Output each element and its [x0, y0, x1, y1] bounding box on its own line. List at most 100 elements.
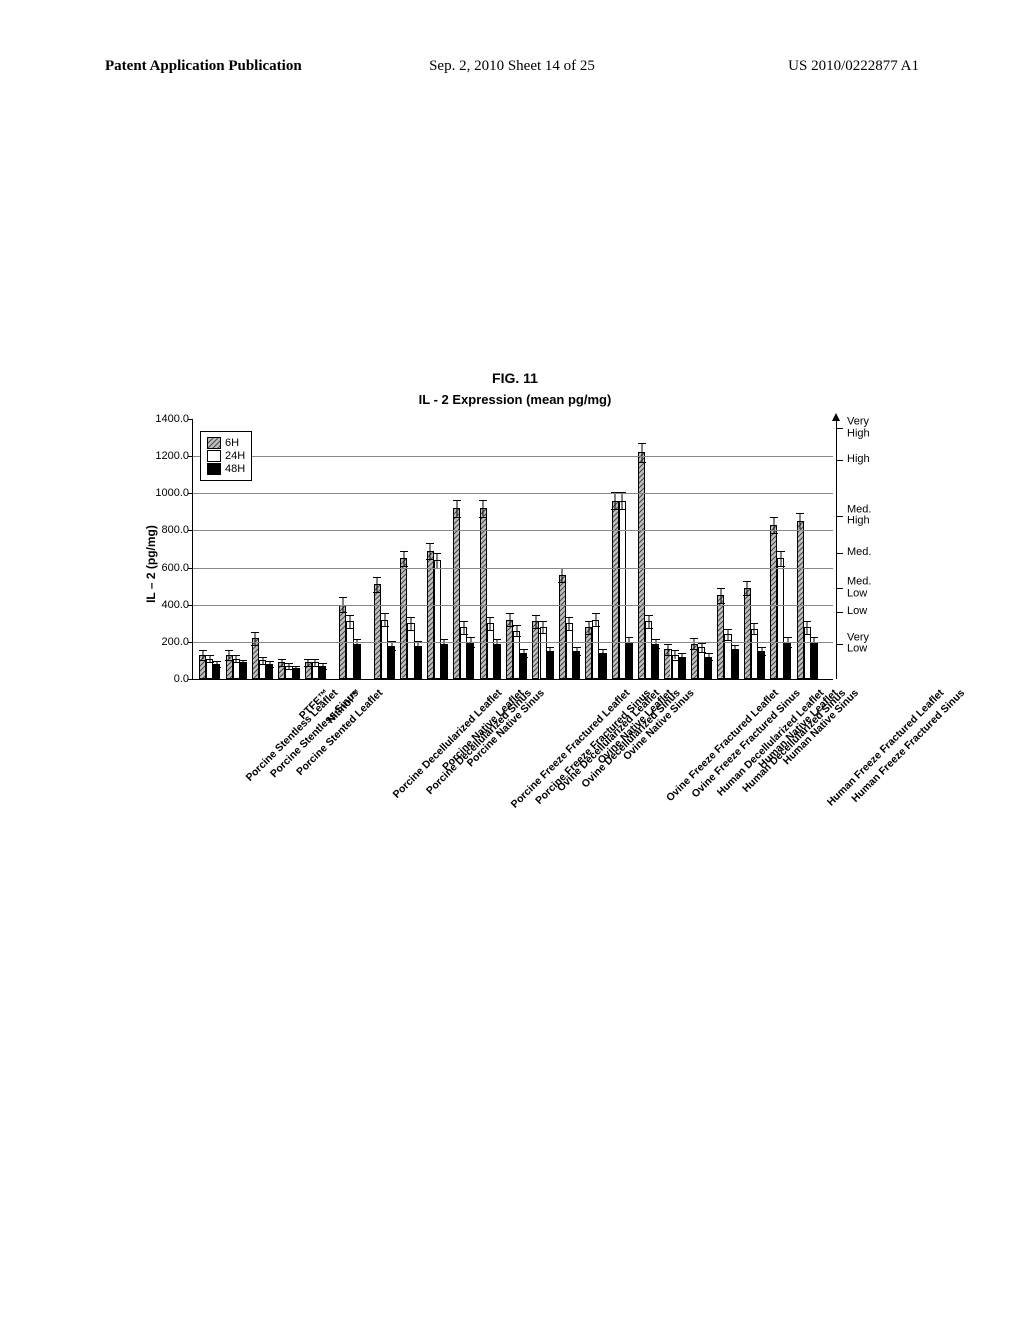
error-bar [315, 659, 316, 666]
error-cap [400, 566, 408, 567]
error-cap [467, 637, 475, 638]
error-cap [599, 657, 607, 658]
error-bar [720, 588, 721, 603]
right-scale-tick [837, 428, 843, 429]
error-cap [225, 650, 233, 651]
y-tick-label: 200.0 [145, 636, 189, 648]
error-cap [513, 636, 521, 637]
error-cap [460, 634, 468, 635]
error-bar [209, 655, 210, 662]
bar [540, 627, 547, 679]
error-bar [377, 577, 378, 592]
error-cap [717, 588, 725, 589]
gridline [193, 456, 833, 457]
y-tick-label: 600.0 [145, 562, 189, 574]
error-bar [229, 650, 230, 659]
right-scale-tick [837, 516, 843, 517]
figure-number: FIG. 11 [120, 370, 910, 386]
error-cap [638, 443, 646, 444]
header-mid: Sep. 2, 2010 Sheet 14 of 25 [429, 58, 595, 75]
right-scale-label: Low [847, 606, 867, 618]
bars-layer [193, 419, 833, 679]
error-cap [652, 648, 660, 649]
right-scale-tick [837, 553, 843, 554]
error-bar [694, 638, 695, 649]
error-cap [259, 657, 267, 658]
error-bar [410, 617, 411, 630]
error-cap [573, 655, 581, 656]
error-bar [456, 500, 457, 517]
bar [645, 621, 652, 679]
error-cap [690, 638, 698, 639]
legend-item: 48H [207, 463, 245, 475]
error-cap [292, 666, 300, 667]
error-cap [645, 628, 653, 629]
error-bar [668, 644, 669, 655]
error-cap [705, 660, 713, 661]
error-cap [539, 621, 547, 622]
bar [717, 595, 724, 679]
error-cap [251, 632, 259, 633]
bar [427, 551, 434, 679]
error-bar [701, 643, 702, 652]
error-cap [784, 637, 792, 638]
error-cap [565, 630, 573, 631]
bar [612, 501, 619, 679]
error-cap [565, 617, 573, 618]
right-scale-label: High [847, 454, 870, 466]
right-scale-label: Med. [847, 547, 871, 559]
error-bar [437, 553, 438, 568]
error-cap [625, 647, 633, 648]
y-tick-label: 1400.0 [145, 413, 189, 425]
error-cap [311, 659, 319, 660]
error-bar [483, 500, 484, 517]
chart: IL – 2 (pg/mg) 0.0200.0400.0600.0800.010… [120, 409, 910, 719]
error-cap [731, 645, 739, 646]
gridline [193, 642, 833, 643]
error-bar [497, 639, 498, 648]
error-cap [206, 662, 214, 663]
error-cap [777, 551, 785, 552]
error-cap [319, 669, 327, 670]
error-cap [346, 628, 354, 629]
y-tick-label: 1200.0 [145, 450, 189, 462]
error-cap [292, 670, 300, 671]
bar [346, 621, 353, 679]
error-cap [373, 577, 381, 578]
legend-label: 48H [225, 463, 245, 475]
error-cap [777, 566, 785, 567]
error-cap [381, 626, 389, 627]
error-cap [407, 617, 415, 618]
error-cap [373, 592, 381, 593]
error-cap [433, 553, 441, 554]
error-cap [618, 509, 626, 510]
error-cap [539, 633, 547, 634]
bar [770, 525, 777, 679]
y-tick-label: 800.0 [145, 524, 189, 536]
error-bar [603, 649, 604, 656]
bar [487, 623, 494, 679]
error-bar [807, 621, 808, 634]
error-cap [743, 581, 751, 582]
bar [400, 558, 407, 679]
error-cap [678, 653, 686, 654]
legend-label: 24H [225, 450, 245, 462]
bar [619, 501, 626, 679]
error-bar [800, 513, 801, 530]
error-cap [532, 615, 540, 616]
error-cap [353, 639, 361, 640]
error-cap [206, 655, 214, 656]
error-cap [493, 648, 501, 649]
right-scale-label: Med.Low [847, 576, 871, 599]
error-cap [698, 643, 706, 644]
error-cap [213, 661, 221, 662]
error-cap [486, 630, 494, 631]
error-cap [388, 650, 396, 651]
x-axis-labels: Porcine Stentless LeafletPorcine Stentle… [192, 685, 832, 885]
error-bar [615, 492, 616, 509]
error-cap [664, 644, 672, 645]
bar [506, 620, 513, 679]
error-cap [770, 517, 778, 518]
legend-label: 6H [225, 437, 239, 449]
error-cap [479, 500, 487, 501]
